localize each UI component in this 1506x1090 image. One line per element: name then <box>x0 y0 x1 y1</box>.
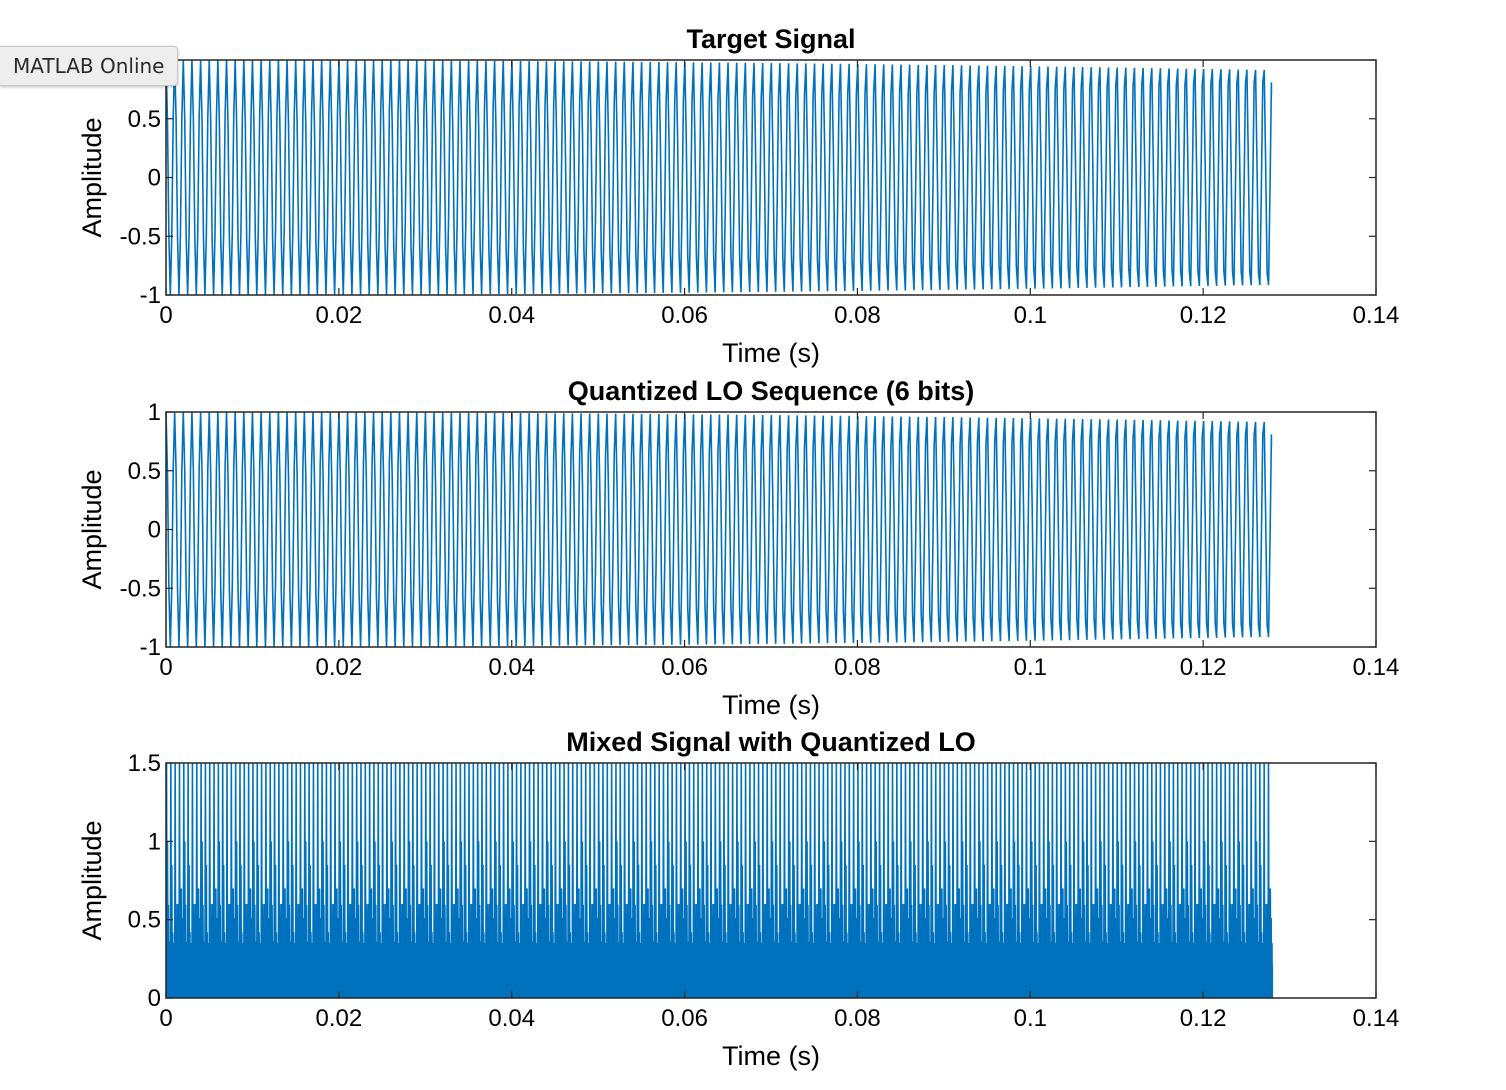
x-tick-label: 0 <box>159 302 172 329</box>
x-tick-label: 0 <box>159 1005 172 1032</box>
x-tick-label: 0.12 <box>1180 302 1227 329</box>
x-tick-label: 0.06 <box>661 654 708 681</box>
x-tick-label: 0.14 <box>1353 302 1400 329</box>
chart-title: Target Signal <box>686 24 855 54</box>
signal-line <box>166 411 1273 648</box>
y-tick-label: 0.5 <box>128 907 161 934</box>
x-axis-label: Time (s) <box>722 1041 820 1071</box>
x-tick-label: 0.1 <box>1014 302 1047 329</box>
x-tick-label: 0.1 <box>1014 1005 1047 1032</box>
chart-title: Quantized LO Sequence (6 bits) <box>568 376 975 406</box>
x-tick-label: 0.02 <box>315 654 362 681</box>
signal-line <box>166 762 1274 999</box>
x-tick-label: 0.14 <box>1353 654 1400 681</box>
y-axis-label: Amplitude <box>77 117 107 237</box>
x-tick-label: 0.12 <box>1180 1005 1227 1032</box>
x-tick-label: 0.04 <box>488 654 535 681</box>
y-tick-label: 0.5 <box>128 458 161 485</box>
x-tick-label: 0.02 <box>315 302 362 329</box>
x-axis-label: Time (s) <box>722 338 820 368</box>
x-tick-label: 0.02 <box>315 1005 362 1032</box>
y-tick-label: 0.5 <box>128 106 161 133</box>
y-tick-label: 0 <box>148 517 161 544</box>
y-tick-label: 1.5 <box>128 750 161 777</box>
y-tick-label: 0 <box>148 985 161 1012</box>
x-tick-label: 0.06 <box>661 1005 708 1032</box>
x-tick-label: 0.08 <box>834 302 881 329</box>
axes-box <box>165 762 1377 999</box>
y-tick-label: 1 <box>148 828 161 855</box>
x-tick-label: 0.14 <box>1353 1005 1400 1032</box>
signal-line <box>166 59 1273 296</box>
x-tick-label: 0.04 <box>488 302 535 329</box>
x-tick-label: 0.08 <box>834 654 881 681</box>
x-tick-label: 0.08 <box>834 1005 881 1032</box>
x-tick-label: 0.12 <box>1180 654 1227 681</box>
chart-title: Mixed Signal with Quantized LO <box>566 727 976 757</box>
y-tick-label: -0.5 <box>120 223 161 250</box>
x-tick-label: 0.1 <box>1014 654 1047 681</box>
x-tick-label: 0.04 <box>488 1005 535 1032</box>
y-tick-label: -0.5 <box>120 575 161 602</box>
subplot-2: 0 0.02 0.04 0.06 0.08 0.1 0.12 0.14 -1 -0.5 0 0.5 1 Q… <box>77 376 1399 720</box>
axes-box <box>165 411 1377 648</box>
y-tick-label: 1 <box>148 399 161 426</box>
axes-box <box>165 59 1377 296</box>
x-tick-label: 0.06 <box>661 302 708 329</box>
matlab-online-badge[interactable]: MATLAB Online <box>0 46 179 86</box>
y-tick-label: -1 <box>140 282 161 309</box>
y-axis-label: Amplitude <box>77 469 107 589</box>
y-axis-label: Amplitude <box>77 820 107 940</box>
y-tick-label: -1 <box>140 634 161 661</box>
subplot-3: 0 0.02 0.04 0.06 0.08 0.1 0.12 0.14 0 0.5 1 1.5 Mixe… <box>77 727 1399 1071</box>
subplot-1: 0 0.02 0.04 0.06 0.08 0.1 0.12 0.14 -1 -0.5 0 0.5 Ta… <box>77 24 1399 368</box>
x-tick-label: 0 <box>159 654 172 681</box>
y-tick-label: 0 <box>148 165 161 192</box>
x-axis-label: Time (s) <box>722 690 820 720</box>
